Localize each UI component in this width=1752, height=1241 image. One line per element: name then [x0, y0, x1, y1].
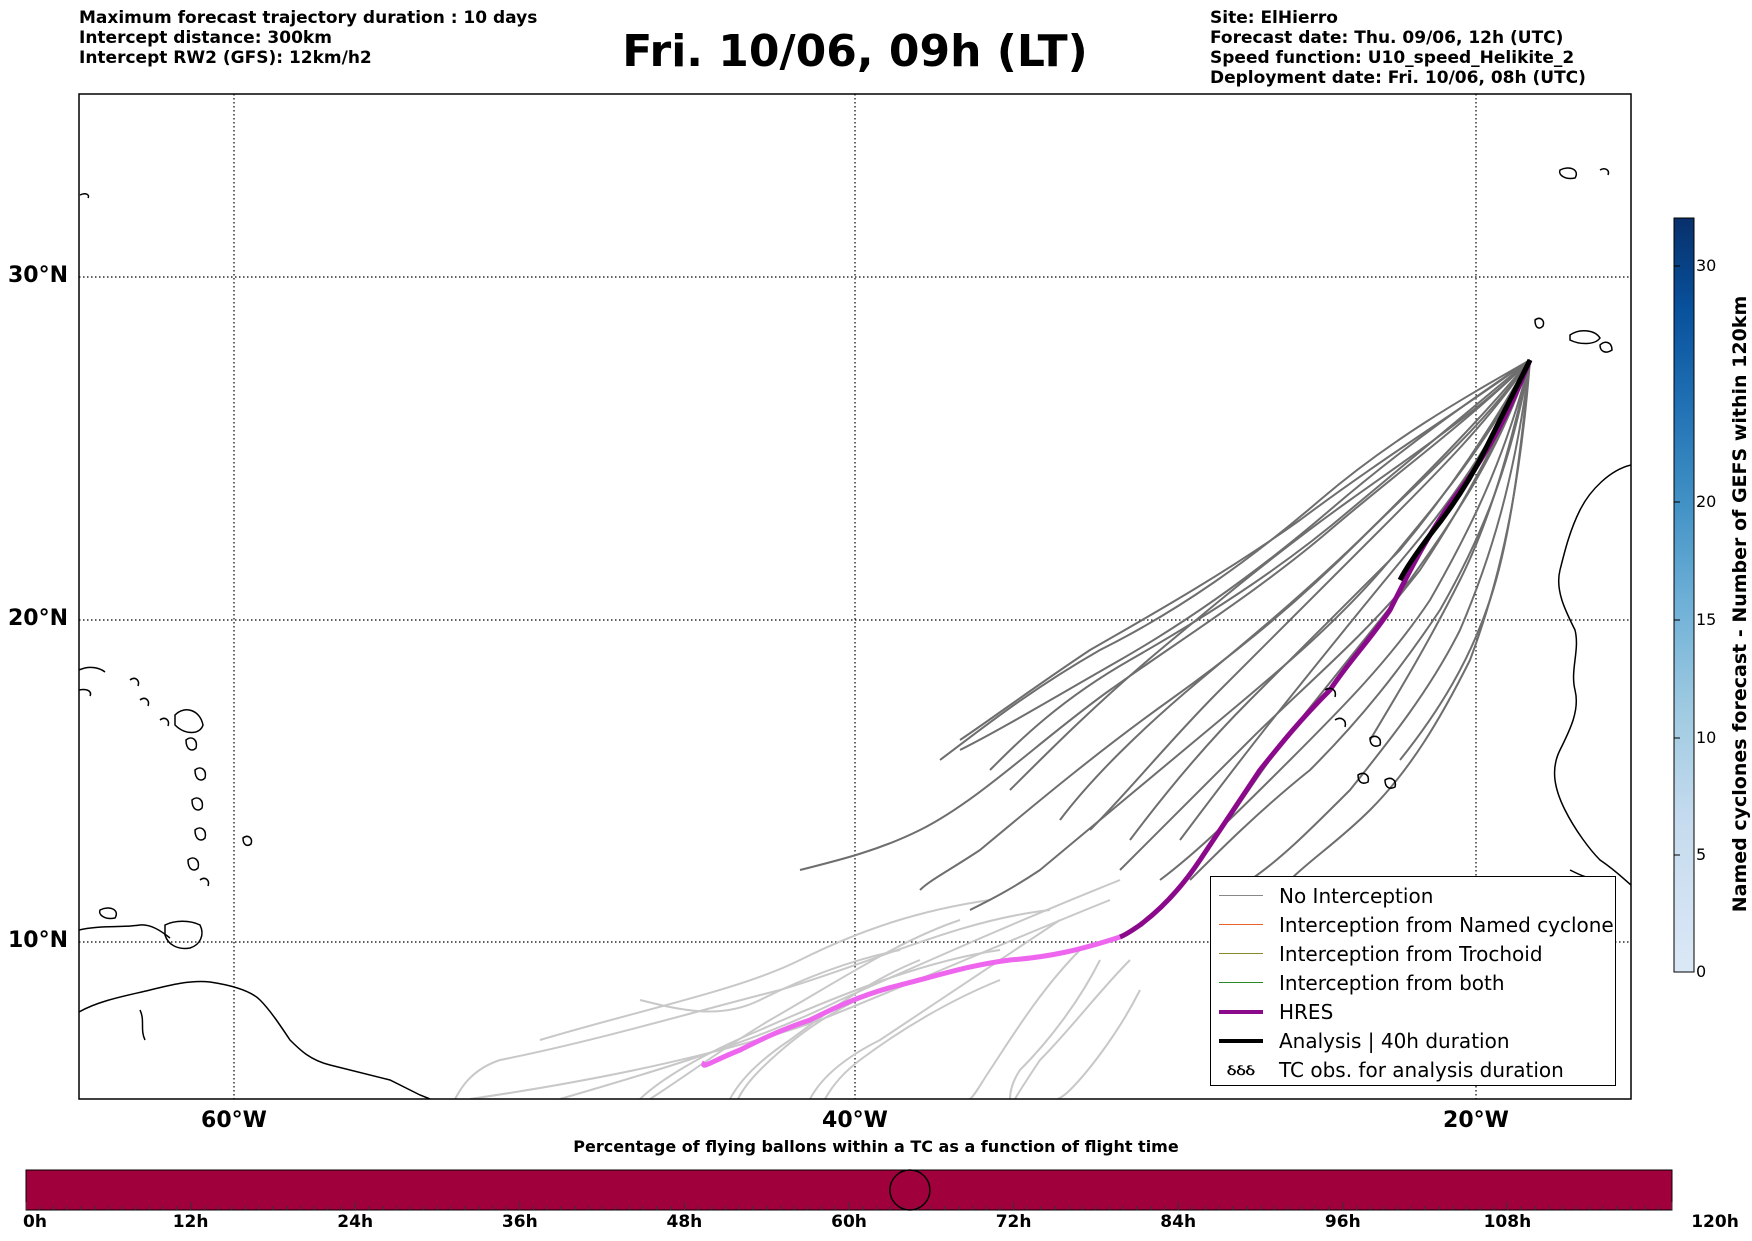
legend-swatch	[1219, 1009, 1263, 1014]
analysis-track[interactable]	[1397, 358, 1533, 582]
colorbar-tick-5: 5	[1696, 845, 1707, 864]
coastlines	[79, 167, 1631, 1099]
timeline-current-marker[interactable]	[889, 1169, 931, 1211]
colorbar-title: Named cyclones forecast - Number of GEFS…	[1729, 295, 1751, 913]
timeline-label: 96h	[1324, 1212, 1361, 1232]
lon-label-60w: 60°W	[201, 1108, 267, 1133]
legend-label: TC obs. for analysis duration	[1279, 1057, 1564, 1082]
legend-item-trochoid: Interception from Trochoid	[1211, 939, 1615, 968]
legend-item-tc-obs: ઠઠઠ TC obs. for analysis duration	[1211, 1055, 1615, 1084]
map-legend: No Interception Interception from Named …	[1210, 876, 1616, 1086]
timeline-label: 84h	[1160, 1212, 1197, 1232]
timeline-label: 36h	[501, 1212, 538, 1232]
legend-item-both: Interception from both	[1211, 968, 1615, 997]
timeline-label: 0h	[23, 1212, 47, 1232]
lat-label-20n: 20°N	[8, 606, 69, 631]
run-parameters: Maximum forecast trajectory duration : 1…	[79, 8, 537, 68]
legend-swatch	[1219, 953, 1263, 954]
colorbar	[1673, 217, 1695, 973]
colorbar-tick-15: 15	[1696, 610, 1717, 629]
legend-item-named-cyclone: Interception from Named cyclone	[1211, 910, 1615, 939]
intercept-distance-text: Intercept distance: 300km	[79, 28, 332, 48]
timeline-label: 60h	[831, 1212, 867, 1232]
legend-label: HRES	[1279, 999, 1334, 1024]
colorbar-tick-10: 10	[1696, 728, 1717, 747]
site-info: Site: ElHierro Forecast date: Thu. 09/06…	[1210, 8, 1586, 88]
legend-label: Interception from both	[1279, 970, 1505, 995]
legend-swatch	[1219, 924, 1263, 925]
tc-obs-symbol-icon: ઠઠઠ	[1227, 1059, 1255, 1079]
legend-label: Interception from Trochoid	[1279, 941, 1543, 966]
legend-item-analysis: Analysis | 40h duration	[1211, 1026, 1615, 1055]
timeline-label: 12h	[172, 1212, 209, 1232]
map-frame	[78, 93, 1632, 1100]
timeline[interactable]	[25, 1169, 1673, 1211]
timeline-label: 72h	[995, 1212, 1032, 1232]
timeline-title: Percentage of flying ballons within a TC…	[573, 1137, 1179, 1156]
hres-track-late	[701, 934, 1121, 1068]
ensemble-tracks	[799, 359, 1531, 911]
ensemble-tracks-late	[454, 879, 1141, 1099]
speed-function-text: Speed function: U10_speed_Helikite_2	[1210, 48, 1575, 68]
legend-swatch	[1219, 895, 1263, 896]
legend-item-hres: HRES	[1211, 997, 1615, 1026]
colorbar-tick-0: 0	[1696, 962, 1707, 981]
timeline-label: 120h	[1691, 1212, 1739, 1232]
site-text: Site: ElHierro	[1210, 8, 1338, 28]
legend-item-no-interception: No Interception	[1211, 881, 1615, 910]
forecast-date-text: Forecast date: Thu. 09/06, 12h (UTC)	[1210, 28, 1564, 48]
legend-label: Analysis | 40h duration	[1279, 1028, 1510, 1053]
deployment-date-text: Deployment date: Fri. 10/06, 08h (UTC)	[1210, 68, 1586, 88]
timeline-label: 24h	[337, 1212, 374, 1232]
legend-label: Interception from Named cyclone	[1279, 912, 1614, 937]
legend-swatch	[1219, 1038, 1263, 1043]
intercept-rw2-text: Intercept RW2 (GFS): 12km/h2	[79, 48, 372, 68]
legend-swatch	[1219, 982, 1263, 983]
legend-label: No Interception	[1279, 883, 1434, 908]
lon-label-40w: 40°W	[822, 1108, 888, 1133]
timeline-label: 108h	[1483, 1212, 1532, 1232]
lat-label-10n: 10°N	[8, 928, 69, 953]
lon-label-20w: 20°W	[1443, 1108, 1509, 1133]
max-duration-text: Maximum forecast trajectory duration : 1…	[79, 8, 538, 28]
colorbar-tick-30: 30	[1696, 256, 1717, 275]
timeline-label: 48h	[666, 1212, 703, 1232]
page-title: Fri. 10/06, 09h (LT)	[622, 26, 1088, 77]
lat-label-30n: 30°N	[8, 263, 69, 288]
colorbar-tick-20: 20	[1696, 492, 1717, 511]
